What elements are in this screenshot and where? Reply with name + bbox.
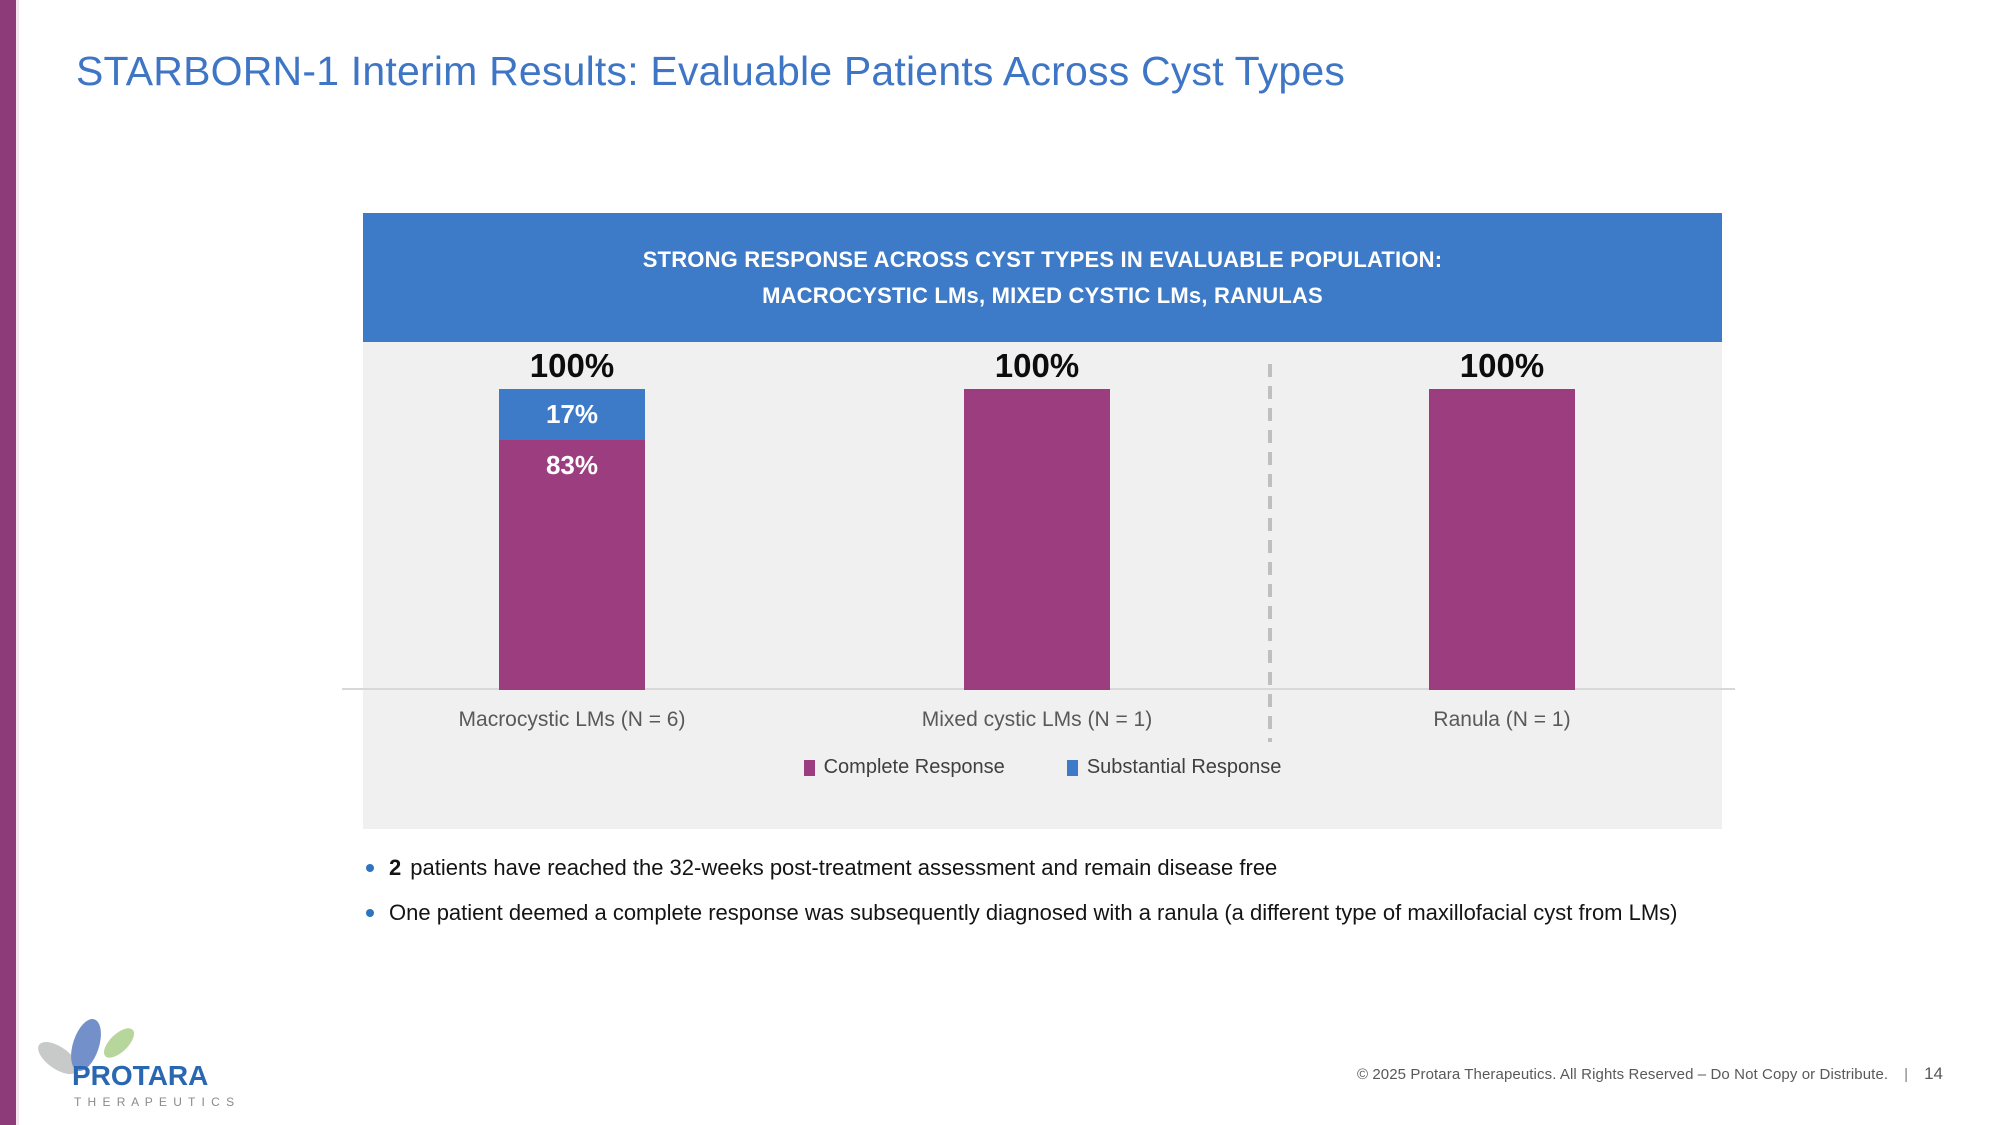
legend-swatch-icon — [803, 759, 815, 776]
segment-value-label: 17% — [545, 399, 599, 429]
page-title: STARBORN-1 Interim Results: Evaluable Pa… — [76, 48, 1346, 94]
bullet-list: 2 patients have reached the 32-weeks post… — [366, 851, 1886, 941]
bullet-item-2: One patient deemed a complete response w… — [366, 896, 1886, 930]
legend-item-substantial-response: Substantial Response — [1066, 756, 1282, 779]
bullet-dot-icon — [366, 909, 374, 917]
legend-label: Complete Response — [823, 756, 1005, 778]
left-accent-stripe — [0, 0, 19, 1125]
bullet-item-1: 2 patients have reached the 32-weeks post… — [366, 851, 1886, 885]
category-label: Ranula (N = 1) — [1433, 708, 1571, 731]
bar-3 — [1429, 389, 1575, 690]
dashed-divider — [1268, 364, 1272, 742]
bar-1: 17% 83% — [499, 389, 645, 690]
chart-panel: STRONG RESPONSE ACROSS CYST TYPES IN EVA… — [342, 213, 1735, 829]
copyright-text: © 2025 Protara Therapeutics. All Rights … — [1356, 1066, 1889, 1083]
legend-item-complete-response: Complete Response — [803, 756, 1005, 779]
legend-swatch-icon — [1066, 759, 1078, 776]
bullet-text-2: One patient deemed a complete response w… — [389, 896, 1678, 930]
chart-header-banner: STRONG RESPONSE ACROSS CYST TYPES IN EVA… — [363, 213, 1722, 342]
bar-segment-complete-response: 83% — [499, 440, 645, 690]
bar-segment-complete-response — [1429, 389, 1575, 690]
logo-subtitle: T H E R A P E U T I C S — [74, 1095, 236, 1109]
bullet-dot-icon — [366, 864, 374, 872]
protara-logo: PROTARA T H E R A P E U T I C S — [28, 1018, 243, 1118]
bar-total-label: 100% — [1459, 347, 1545, 384]
leaf-icon — [38, 1019, 135, 1074]
category-label: Macrocystic LMs (N = 6) — [458, 708, 686, 731]
plot-area: Complete Response Substantial Response 17… — [342, 342, 1735, 829]
bar-segment-substantial-response: 17% — [499, 389, 645, 440]
chart-legend: Complete Response Substantial Response — [363, 756, 1722, 779]
bullet-1-bold-prefix: 2 — [389, 855, 402, 880]
bullet-1-body: patients have reached the 32-weeks post-… — [410, 855, 1278, 880]
category-label: Mixed cystic LMs (N = 1) — [921, 708, 1153, 731]
page-number: 14 — [1924, 1064, 1943, 1083]
bullet-text-1: 2 patients have reached the 32-weeks post… — [389, 851, 1277, 885]
bullet-2-body: One patient deemed a complete response w… — [389, 900, 1678, 925]
footer: © 2025 Protara Therapeutics. All Rights … — [1357, 1064, 1943, 1084]
chart-header-line2: MACROCYSTIC LMs, MIXED CYSTIC LMs, RANUL… — [762, 282, 1323, 308]
bar-total-label: 100% — [994, 347, 1080, 384]
footer-separator: | — [1904, 1066, 1909, 1083]
legend-label: Substantial Response — [1086, 756, 1282, 778]
bar-segment-complete-response — [964, 389, 1110, 690]
bar-2 — [964, 389, 1110, 690]
bar-total-label: 100% — [529, 347, 615, 384]
protara-logo-graphic: PROTARA T H E R A P E U T I C S — [38, 1019, 236, 1109]
chart-header-line1: STRONG RESPONSE ACROSS CYST TYPES IN EVA… — [642, 246, 1443, 272]
logo-wordmark: PROTARA — [72, 1060, 208, 1091]
segment-value-label: 83% — [545, 450, 599, 480]
